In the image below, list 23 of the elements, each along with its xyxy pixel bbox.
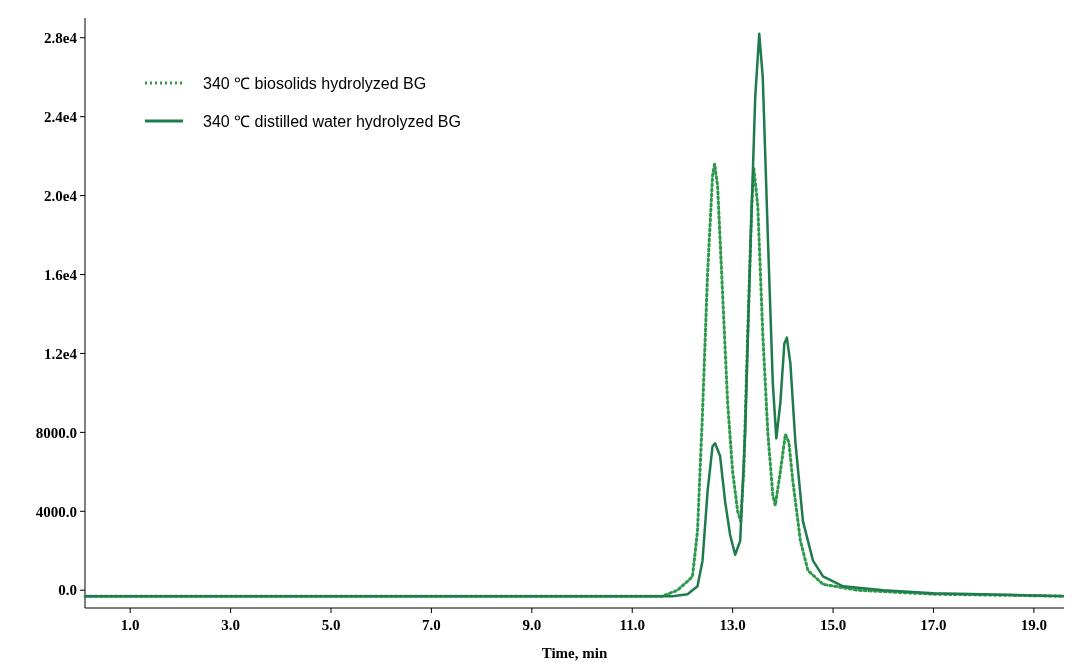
x-tick-label: 1.0 bbox=[120, 617, 140, 633]
x-tick-label: 17.0 bbox=[920, 617, 947, 633]
y-tick-label: 1.6e4 bbox=[44, 266, 78, 283]
x-tick-label: 19.0 bbox=[1020, 617, 1047, 633]
x-tick-label: 3.0 bbox=[221, 617, 240, 633]
x-tick-label: 5.0 bbox=[321, 617, 341, 633]
legend-label: 340 ℃ distilled water hydrolyzed BG bbox=[203, 112, 461, 130]
x-axis-title: Time, min bbox=[541, 645, 608, 661]
legend-label: 340 ℃ biosolids hydrolyzed BG bbox=[203, 74, 427, 92]
x-tick-label: 15.0 bbox=[819, 617, 847, 633]
x-tick-label: 7.0 bbox=[422, 617, 441, 633]
x-tick-label: 9.0 bbox=[522, 617, 542, 633]
y-tick-label: 4000.0 bbox=[35, 503, 77, 520]
x-tick-label: 13.0 bbox=[719, 617, 746, 633]
line-series bbox=[83, 162, 1064, 598]
y-tick-label: 1.2e4 bbox=[44, 345, 78, 362]
y-tick-label: 8000.0 bbox=[35, 424, 77, 441]
y-tick-label: 2.8e4 bbox=[44, 29, 78, 46]
y-tick-label: 2.4e4 bbox=[44, 108, 78, 125]
y-tick-label: 0.0 bbox=[58, 582, 77, 599]
y-tick-label: 2.0e4 bbox=[44, 187, 78, 204]
x-tick-label: 11.0 bbox=[619, 617, 645, 633]
line-series bbox=[83, 32, 1064, 598]
